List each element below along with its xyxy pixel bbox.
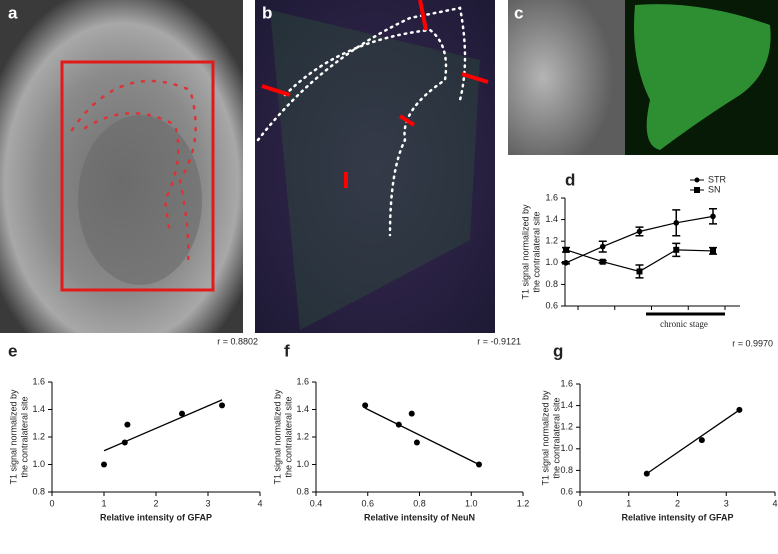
x-tick-label: 4 [257, 498, 262, 508]
panel-label: c [514, 3, 523, 22]
y-tick-label: 1.4 [296, 404, 309, 414]
y-tick-label: 1.4 [545, 214, 558, 224]
y-tick-label: 1.2 [545, 236, 558, 246]
y-tick-label: 1.6 [560, 378, 573, 388]
x-tick-label: 0.6 [361, 498, 374, 508]
image-panel-b: b [255, 0, 495, 333]
x-tick-label: 1 [101, 498, 106, 508]
y-tick-label: 0.8 [32, 486, 45, 496]
y-tick-label: 1.0 [545, 257, 558, 267]
point [124, 421, 131, 428]
marker [636, 228, 643, 235]
y-tick-label: 1.0 [560, 443, 573, 453]
point [219, 402, 226, 409]
y-tick-label: 0.6 [560, 486, 573, 496]
panel-label: d [565, 170, 575, 189]
image-panel-a: a [0, 0, 243, 333]
y-tick-label: 0.8 [545, 279, 558, 289]
series-line [565, 215, 714, 264]
point [476, 461, 483, 468]
y-axis-label: T1 signal normalized by [8, 389, 18, 485]
y-tick-label: 0.8 [296, 486, 309, 496]
panel-label: f [284, 341, 290, 360]
y-tick-label: 1.2 [296, 431, 309, 441]
x-tick-label: 3 [205, 498, 210, 508]
x-axis-label: Relative intensity of GFAP [100, 512, 212, 522]
fit-line [364, 407, 480, 466]
x-tick-label: 1.0 [465, 498, 478, 508]
x-axis-label: Relative intensity of NeuN [364, 512, 475, 522]
annotation: r = 0.9970 [732, 338, 773, 348]
point [408, 410, 415, 417]
y-axis-label: the contralateral site [551, 397, 561, 478]
x-tick-label: 2 [153, 498, 158, 508]
y-tick-label: 1.2 [32, 431, 45, 441]
y-tick-label: 1.6 [32, 376, 45, 386]
panel-label: a [8, 3, 18, 22]
y-axis-label: the contralateral site [283, 396, 293, 477]
annotation: r = 0.8802 [217, 336, 258, 346]
x-tick-label: 1.2 [517, 498, 530, 508]
marker [710, 247, 716, 254]
y-tick-label: 0.8 [560, 465, 573, 475]
x-tick-label: 0 [577, 498, 582, 508]
marker [563, 246, 569, 253]
y-tick-label: 1.2 [560, 422, 573, 432]
y-axis-label: T1 signal normalized by [540, 390, 550, 486]
y-tick-label: 1.6 [545, 192, 558, 202]
y-axis-label: T1 signal normalized by [272, 389, 282, 485]
y-axis-label: the contralateral site [19, 396, 29, 477]
annotation: r = -0.9121 [477, 336, 521, 346]
image-panel-c: c [508, 0, 778, 155]
point [101, 461, 107, 468]
x-tick-label: 1 [626, 498, 631, 508]
panel-label: e [8, 341, 17, 360]
y-tick-label: 1.6 [296, 376, 309, 386]
x-axis-label: Relative intensity of GFAP [621, 512, 733, 522]
fit-line [103, 399, 223, 452]
point [643, 470, 650, 477]
legend-label: SN [708, 184, 721, 194]
y-tick-label: 1.0 [32, 459, 45, 469]
y-axis-label: T1 signal normalized by [520, 204, 530, 300]
marker [599, 243, 606, 250]
y-tick-label: 1.4 [560, 400, 573, 410]
point [362, 402, 369, 409]
point [413, 439, 420, 446]
point [179, 410, 185, 417]
y-tick-label: 1.4 [32, 404, 45, 414]
point [121, 439, 128, 446]
legend-marker [694, 187, 700, 193]
y-axis-label: the contralateral site [531, 211, 541, 292]
marker [710, 213, 716, 220]
y-tick-label: 1.0 [296, 459, 309, 469]
x-tick-label: 4 [772, 498, 777, 508]
x-tick-label: 0.4 [310, 498, 323, 508]
point [395, 421, 402, 428]
x-tick-label: 0.8 [413, 498, 426, 508]
marker [636, 268, 643, 275]
marker [673, 246, 680, 253]
marker [599, 258, 606, 265]
point [698, 437, 705, 444]
legend-marker [694, 177, 700, 183]
panel-label: g [553, 341, 563, 360]
x-tick-label: 3 [724, 498, 729, 508]
fit-line [646, 409, 740, 475]
x-tick-label: 0 [49, 498, 54, 508]
marker [563, 260, 569, 266]
y-tick-label: 0.6 [545, 300, 558, 310]
panel-label: b [262, 3, 272, 22]
x-tick-label: 2 [675, 498, 680, 508]
marker [673, 220, 680, 226]
annotation: chronic stage [660, 319, 708, 329]
legend-label: STR [708, 174, 727, 184]
point [736, 406, 743, 413]
